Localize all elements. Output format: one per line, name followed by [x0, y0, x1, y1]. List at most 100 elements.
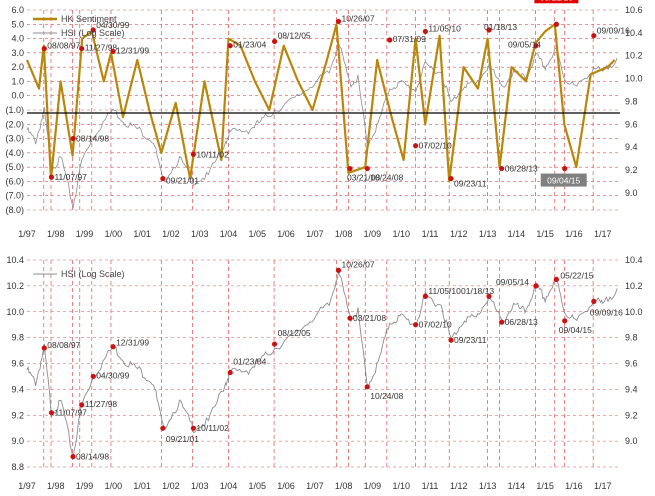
top-left-tick-label: 6.0	[11, 5, 24, 15]
bottom-annotation-label: 10/11/02	[196, 423, 229, 433]
bottom-x-tick-label: 1/99	[76, 481, 94, 491]
top-left-tick-label: (4.0)	[5, 148, 24, 158]
top-right-tick-label: 10.2	[625, 51, 643, 61]
bottom-annotation-dot	[227, 369, 233, 376]
top-annotation-dot	[90, 27, 96, 33]
top-annotation-dot	[553, 21, 559, 27]
bottom-annotation-dot	[48, 410, 55, 416]
bottom-annotation-label: 05/22/15	[560, 270, 593, 280]
bottom-x-tick-label: 1/11	[422, 481, 439, 491]
bottom-right-tick-label: 9.6	[625, 359, 638, 369]
top-x-tick-label: 1/14	[508, 229, 526, 239]
bottom-x-tick-label: 1/00	[105, 481, 123, 491]
bottom-left-tick-label: 8.8	[11, 462, 24, 472]
top-event-lines	[43, 10, 594, 210]
bottom-annotation-dot	[562, 318, 568, 324]
top-annotation-dot	[110, 48, 116, 55]
bottom-annotation-label: 11/27/98	[85, 399, 118, 409]
top-right-tick-label: 9.2	[625, 165, 638, 175]
top-panel: 6.0 5.0 4.0 3.0 2.0 1.0 0.0 (1.0) (2.0) (3.0) (4.0…	[5, 0, 643, 239]
bottom-x-tick-label: 1/04	[220, 481, 238, 491]
top-annotation-label: 08/12/05	[278, 30, 311, 40]
top-left-tick-label: (7.0)	[5, 191, 24, 201]
top-right-axis: 10.6 10.4 10.2 10.0 9.8 9.6 9.4 9.2 9.0	[625, 5, 643, 198]
top-annotation-dot	[227, 43, 233, 49]
bottom-x-tick-label: 1/01	[133, 481, 151, 491]
bottom-annotation-dot	[413, 322, 419, 328]
top-annotation-dot	[271, 38, 278, 45]
top-annotation-dot	[562, 165, 568, 172]
top-annotation-dot	[387, 37, 393, 43]
sentiment-series	[25, 23, 616, 183]
bottom-left-tick-label: 9.2	[11, 410, 24, 420]
top-annotation-label: 08/14/98	[76, 134, 109, 144]
top-annotation-label: 11/05/10	[428, 23, 461, 33]
top-left-tick-label: 0.0	[11, 91, 24, 101]
bottom-annotation-label: 01/18/13	[461, 286, 494, 296]
top-x-tick-label: 1/08	[335, 229, 353, 239]
bottom-right-axis: 10.4 10.2 10.0 9.8 9.6 9.4 9.2 9.0	[625, 255, 643, 446]
bottom-annotation-dot	[190, 425, 196, 431]
top-annotation-dot	[413, 143, 419, 149]
bottom-annotation-dot	[41, 345, 47, 351]
bottom-annotation-label: 08/08/97	[47, 340, 80, 350]
bottom-annotation-dot	[271, 341, 278, 347]
top-annotation-label: 12/31/99	[116, 45, 149, 55]
bottom-right-tick-label: 9.8	[625, 333, 638, 343]
bottom-annotation-label: 11/05/10	[428, 286, 461, 296]
bottom-x-tick-label: 1/10	[392, 481, 410, 491]
top-x-tick-label: 1/10	[392, 229, 410, 239]
highlight-red-box	[534, 0, 579, 4]
top-annotation-label: 09/23/11	[454, 179, 487, 189]
top-annotation-label: 10/24/08	[370, 173, 403, 183]
bottom-annotation-dot	[448, 337, 454, 343]
top-x-tick-label: 1/98	[47, 229, 65, 239]
top-annotation-dot	[79, 45, 85, 52]
bottom-annotation-dot	[79, 402, 85, 408]
legend-sentiment-label: HK Sentiment	[61, 14, 117, 24]
bottom-left-tick-label: 9.8	[11, 333, 24, 343]
top-right-tick-label: 9.8	[625, 96, 638, 106]
top-left-tick-label: 5.0	[11, 19, 24, 29]
top-annotation-dot	[486, 27, 492, 33]
top-x-tick-label: 1/15	[536, 229, 554, 239]
top-annotation-label: 03/21/08	[347, 173, 380, 183]
legend-hsi-label: HSI (Log Scale)	[61, 28, 125, 38]
bottom-x-tick-label: 1/98	[47, 481, 65, 491]
highlight-red-label: 05/22/15	[540, 0, 573, 2]
bottom-annotation-label: 09/05/14	[496, 277, 529, 287]
top-x-tick-label: 1/99	[76, 229, 94, 239]
bottom-annotation-dot	[160, 425, 166, 431]
bottom-left-tick-label: 10.2	[6, 281, 24, 291]
bottom-annotation-dot	[486, 293, 492, 299]
bottom-annotation-label: 10/24/08	[370, 391, 403, 401]
bottom-annotation-dot	[110, 344, 116, 350]
bottom-annotation-label: 09/21/01	[166, 434, 199, 444]
top-left-tick-label: 4.0	[11, 34, 24, 44]
bottom-right-tick-label: 9.4	[625, 384, 638, 394]
bottom-x-tick-label: 1/16	[565, 481, 583, 491]
top-annotation-dot	[335, 18, 342, 25]
bottom-right-tick-label: 10.2	[625, 281, 643, 291]
bottom-left-tick-label: 9.6	[11, 359, 24, 369]
bottom-x-tick-label: 1/07	[306, 481, 324, 491]
top-left-axis: 6.0 5.0 4.0 3.0 2.0 1.0 0.0 (1.0) (2.0) (3.0) (4.0…	[5, 5, 24, 215]
bottom-annotation-label: 12/31/99	[116, 338, 149, 348]
top-left-tick-label: (6.0)	[5, 176, 24, 186]
bottom-left-tick-label: 10.4	[6, 255, 24, 265]
top-left-tick-label: 1.0	[11, 76, 24, 86]
top-x-tick-label: 1/06	[277, 229, 295, 239]
bottom-annotation-dot	[90, 373, 96, 380]
bottom-x-tick-label: 1/03	[191, 481, 209, 491]
bottom-annotation-label: 09/23/11	[454, 335, 487, 345]
legend-bottom-hsi-label: HSI (Log Scale)	[61, 269, 125, 279]
top-annotation-dot	[48, 174, 55, 180]
top-annotation-label: 01/18/13	[484, 22, 517, 32]
bottom-annotations: 10/26/07 05/22/15 09/05/1401/18/1311/05/10…	[41, 259, 623, 462]
top-annotation-dot	[422, 28, 429, 35]
top-annotation-dot	[448, 175, 454, 182]
top-right-tick-label: 9.0	[625, 188, 638, 198]
bottom-annotation-dot	[533, 283, 539, 289]
bottom-x-tick-label: 1/14	[508, 481, 526, 491]
